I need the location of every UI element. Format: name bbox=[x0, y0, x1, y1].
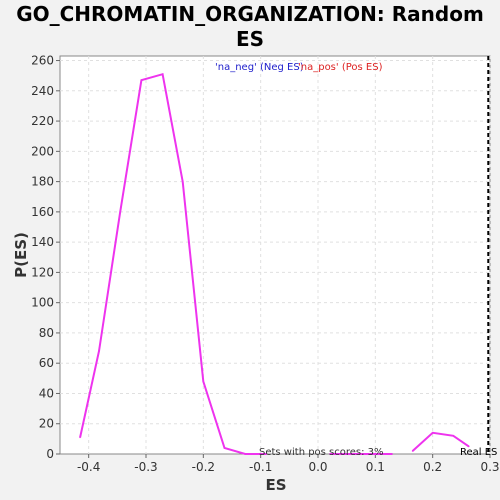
data-point bbox=[265, 453, 268, 455]
y-tick-label: 140 bbox=[31, 235, 54, 249]
axis-ticks: 0 20 40 60 80 100 120 140 160 180 200 220 240 260 -0.4… bbox=[31, 54, 499, 474]
data-point bbox=[202, 380, 205, 383]
y-tick-label: 200 bbox=[31, 144, 54, 158]
y-tick-label: 60 bbox=[39, 356, 54, 370]
x-tick-label: 0.2 bbox=[423, 460, 442, 474]
data-point bbox=[467, 445, 470, 448]
x-tick-label: -0.4 bbox=[77, 460, 100, 474]
data-point bbox=[244, 453, 246, 455]
x-tick-label: -0.1 bbox=[249, 460, 272, 474]
chart-title-line-1: GO_CHROMATIN_ORGANIZATION: Random ES bbox=[16, 2, 484, 51]
y-tick-label: 40 bbox=[39, 386, 54, 400]
x-tick-label: 0.0 bbox=[308, 460, 327, 474]
data-point bbox=[119, 211, 121, 213]
y-tick-label: 120 bbox=[31, 265, 54, 279]
data-point bbox=[223, 447, 226, 449]
data-point bbox=[181, 180, 184, 183]
pos-scores-annotation: Sets with pos scores: 3% bbox=[259, 447, 384, 458]
grid bbox=[60, 56, 491, 454]
y-tick-label: 180 bbox=[31, 175, 54, 189]
y-tick-label: 100 bbox=[31, 296, 54, 310]
x-axis-title: ES bbox=[265, 476, 286, 494]
legend-neg: 'na_neg' (Neg ES) bbox=[215, 62, 304, 73]
data-point bbox=[431, 432, 434, 434]
data-point bbox=[452, 435, 455, 437]
series-line-pos bbox=[411, 431, 470, 452]
y-tick-label: 20 bbox=[39, 417, 54, 431]
y-tick-label: 260 bbox=[31, 54, 54, 68]
y-axis-title: P(ES) bbox=[12, 232, 30, 278]
x-tick-label: -0.2 bbox=[192, 460, 215, 474]
x-tick-label: 0.3 bbox=[480, 460, 499, 474]
real-es-label: Real ES bbox=[460, 447, 497, 458]
y-tick-label: 220 bbox=[31, 114, 54, 128]
data-point bbox=[161, 73, 164, 75]
x-tick-label: -0.3 bbox=[134, 460, 157, 474]
plot-area bbox=[59, 55, 491, 455]
legend-pos: 'na_pos' (Pos ES) bbox=[298, 62, 383, 73]
data-point bbox=[79, 436, 81, 439]
y-tick-label: 160 bbox=[31, 205, 54, 219]
y-tick-label: 0 bbox=[46, 447, 54, 461]
x-tick-label: 0.1 bbox=[366, 460, 385, 474]
y-tick-label: 80 bbox=[39, 326, 54, 340]
series-line-neg bbox=[79, 72, 267, 455]
y-tick-label: 240 bbox=[31, 84, 54, 98]
data-point bbox=[140, 79, 143, 82]
series-layer bbox=[79, 56, 490, 455]
data-point bbox=[411, 450, 414, 452]
annotations: 'na_neg' (Neg ES) 'na_pos' (Pos ES) Sets… bbox=[215, 62, 497, 458]
data-point bbox=[98, 350, 100, 352]
